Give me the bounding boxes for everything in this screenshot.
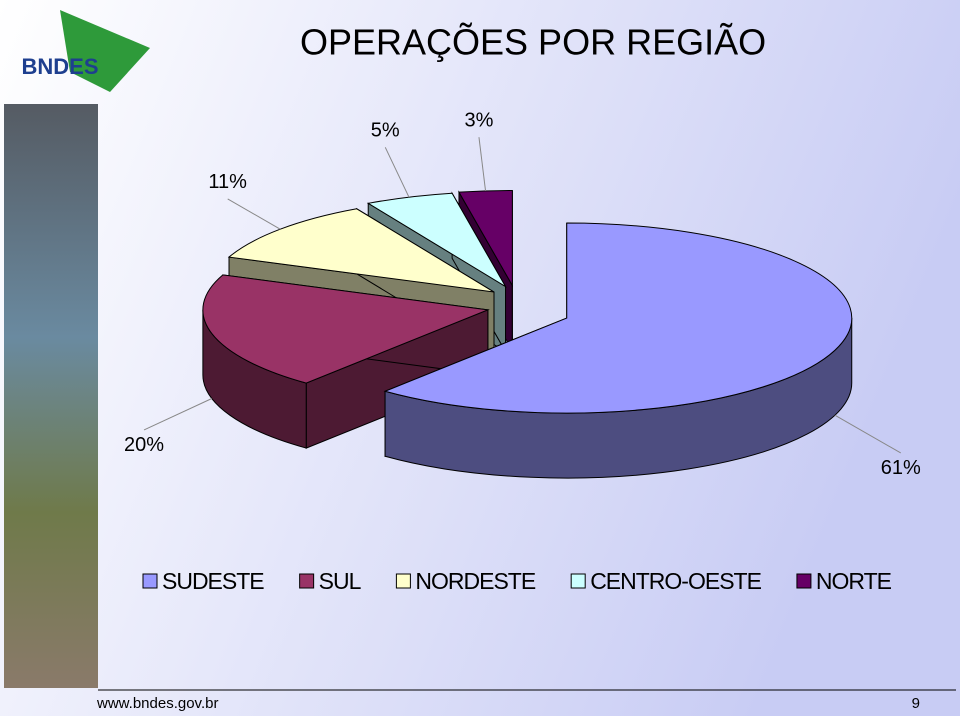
pie: 61% 20% 11% 5% 3% [124, 110, 921, 480]
legend-swatch [142, 573, 158, 589]
data-label: 3% [465, 110, 494, 132]
slice [366, 192, 507, 288]
slice [383, 222, 853, 414]
legend-swatch [299, 573, 315, 589]
leader-line [384, 147, 410, 198]
legend: SUDESTE SUL NORDESTE CENTRO-OESTE NORTE [142, 568, 893, 594]
leader-line [143, 398, 213, 431]
footer-url: www.bndes.gov.br [96, 695, 218, 712]
leader-line [478, 137, 487, 191]
leader-line [834, 414, 902, 454]
data-label: 61% [881, 457, 921, 479]
slice [202, 274, 490, 384]
page-number: 9 [912, 695, 920, 712]
slice [458, 189, 513, 288]
legend-label: NORDESTE [415, 568, 535, 594]
data-label: 20% [124, 434, 164, 456]
legend-swatch [395, 573, 411, 589]
logo-text: BNDES [21, 54, 98, 79]
logo-shape [60, 10, 150, 92]
data-label: 11% [208, 171, 247, 193]
leader-line [227, 198, 281, 230]
legend-label: SUDESTE [162, 568, 264, 594]
legend-label: CENTRO-OESTE [590, 568, 761, 594]
legend-swatch [570, 573, 586, 589]
data-label: 5% [371, 120, 400, 142]
photo-strip [4, 104, 98, 688]
slice [227, 208, 495, 293]
legend-swatch [796, 573, 812, 589]
legend-label: SUL [319, 568, 362, 594]
chart-title: OPERAÇÕES POR REGIÃO [300, 22, 766, 63]
legend-label: NORTE [816, 568, 892, 594]
